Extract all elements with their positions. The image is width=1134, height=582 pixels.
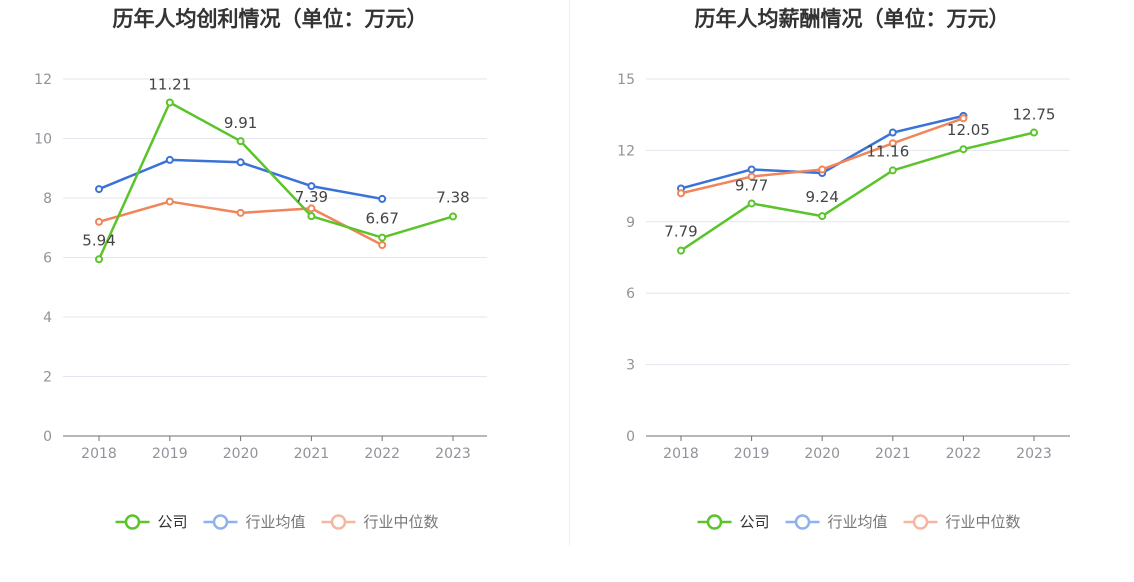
legend-item[interactable]: 行业均值 <box>785 513 888 531</box>
y-tick-label: 9 <box>626 215 635 231</box>
legend-label: 行业均值 <box>246 513 306 531</box>
x-tick-label: 2022 <box>364 446 400 462</box>
legend-label: 行业中位数 <box>364 513 439 531</box>
data-point[interactable] <box>888 128 897 137</box>
data-point[interactable] <box>378 194 387 203</box>
data-point[interactable] <box>888 166 897 175</box>
x-tick-label: 2021 <box>294 446 330 462</box>
data-label: 6.67 <box>365 210 398 228</box>
data-point[interactable] <box>818 212 827 221</box>
series-line <box>97 101 454 260</box>
series-line <box>680 117 964 195</box>
x-tick-label: 2020 <box>804 446 840 462</box>
y-tick-label: 12 <box>617 143 635 159</box>
y-tick-label: 4 <box>43 310 52 326</box>
data-point[interactable] <box>236 158 245 167</box>
y-tick-label: 3 <box>626 358 635 374</box>
data-label: 5.94 <box>82 231 115 249</box>
x-tick-label: 2020 <box>223 446 259 462</box>
data-point[interactable] <box>888 139 897 148</box>
data-point[interactable] <box>165 98 174 107</box>
data-point[interactable] <box>449 212 457 221</box>
legend-marker-icon <box>124 514 141 530</box>
data-point[interactable] <box>165 155 174 164</box>
data-point[interactable] <box>307 204 316 213</box>
chart-1: 历年人均创利情况（单位：万元） 0 2 4 6 8 10 12 2018 2019 2020 2021… <box>34 7 487 531</box>
series-line <box>680 131 1035 252</box>
x-tick-label: 2023 <box>435 446 471 462</box>
legend-marker-icon <box>794 514 811 530</box>
x-tick-label: 2018 <box>663 446 699 462</box>
data-point[interactable] <box>378 241 387 250</box>
data-label: 11.16 <box>866 142 909 160</box>
y-tick-label: 8 <box>43 191 52 207</box>
y-tick-label: 0 <box>626 429 635 445</box>
y-tick-label: 2 <box>43 370 52 386</box>
data-point[interactable] <box>959 114 968 123</box>
chart-divider <box>569 0 570 545</box>
series-line <box>98 200 383 247</box>
data-label: 9.91 <box>224 114 257 132</box>
data-point[interactable] <box>747 199 756 208</box>
data-point[interactable] <box>677 246 685 255</box>
legend-item[interactable]: 行业均值 <box>203 513 306 531</box>
legend: 公司 行业均值 行业中位数 <box>697 513 1021 531</box>
chart-title: 历年人均创利情况（单位：万元） <box>113 7 428 31</box>
data-label: 7.79 <box>664 223 697 241</box>
data-label: 7.38 <box>436 188 469 206</box>
data-point[interactable] <box>747 172 756 181</box>
y-tick-label: 12 <box>34 72 52 88</box>
y-tick-label: 6 <box>626 286 635 302</box>
y-tick-label: 15 <box>617 72 635 88</box>
data-point[interactable] <box>95 185 103 194</box>
data-label: 12.75 <box>1013 106 1056 124</box>
legend-label: 公司 <box>158 513 188 531</box>
legend-marker-icon <box>912 514 929 530</box>
x-tick-label: 2022 <box>946 446 982 462</box>
chart-2: 历年人均薪酬情况（单位：万元） 0 3 6 9 12 15 2018 2019 2020 2021 2… <box>617 7 1070 531</box>
chart-title: 历年人均薪酬情况（单位：万元） <box>695 7 1010 31</box>
data-point[interactable] <box>95 255 103 264</box>
data-point[interactable] <box>236 208 245 217</box>
data-point[interactable] <box>1030 128 1038 137</box>
data-point[interactable] <box>165 197 174 206</box>
x-tick-label: 2019 <box>734 446 770 462</box>
legend-label: 行业均值 <box>828 513 888 531</box>
legend-marker-icon <box>706 514 723 530</box>
x-tick-label: 2019 <box>152 446 188 462</box>
data-point[interactable] <box>378 233 387 242</box>
data-point[interactable] <box>236 137 245 146</box>
series-line <box>680 114 964 190</box>
data-label: 9.24 <box>805 188 838 206</box>
data-point[interactable] <box>307 212 316 221</box>
y-tick-label: 10 <box>34 132 52 148</box>
data-point[interactable] <box>818 165 827 174</box>
data-label: 9.77 <box>735 176 768 194</box>
y-tick-label: 0 <box>43 429 52 445</box>
data-point[interactable] <box>307 182 316 191</box>
legend-label: 公司 <box>740 513 770 531</box>
data-point[interactable] <box>95 217 103 226</box>
data-point[interactable] <box>747 165 756 174</box>
data-point[interactable] <box>677 189 685 198</box>
y-tick-label: 6 <box>43 251 52 267</box>
data-label: 11.21 <box>148 76 191 94</box>
legend-marker-icon <box>330 514 347 530</box>
data-point[interactable] <box>959 145 968 154</box>
legend-item[interactable]: 公司 <box>115 513 188 531</box>
legend-item[interactable]: 行业中位数 <box>321 513 439 531</box>
x-tick-label: 2021 <box>875 446 911 462</box>
legend-item[interactable]: 公司 <box>697 513 770 531</box>
x-tick-label: 2023 <box>1016 446 1052 462</box>
legend-label: 行业中位数 <box>946 513 1021 531</box>
data-label: 12.05 <box>947 121 990 139</box>
legend-marker-icon <box>212 514 229 530</box>
legend-item[interactable]: 行业中位数 <box>903 513 1021 531</box>
legend: 公司 行业均值 行业中位数 <box>115 513 439 531</box>
x-tick-label: 2018 <box>81 446 117 462</box>
data-label: 7.39 <box>295 188 328 206</box>
